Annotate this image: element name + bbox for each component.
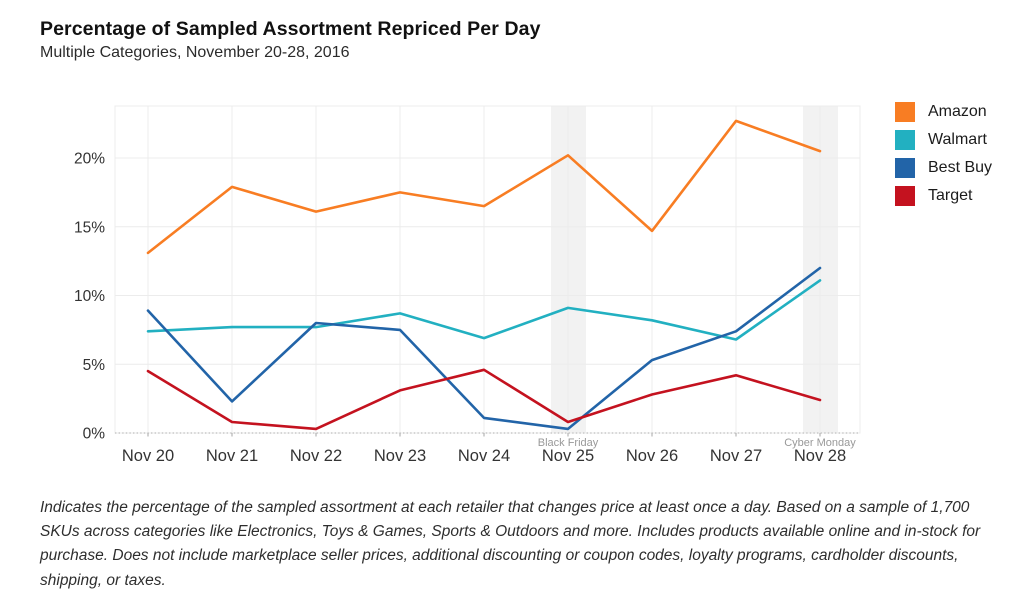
x-tick-label: Nov 27 <box>710 447 762 465</box>
line-chart: Black Friday Cyber Monday 0% 5% 10% 15% 20% Nov… <box>0 95 880 475</box>
y-tick-label: 10% <box>74 288 105 305</box>
legend-item-best-buy: Best Buy <box>895 158 992 178</box>
y-tick-label: 20% <box>74 151 105 168</box>
series-line-walmart <box>146 279 822 341</box>
annotation-label-black-friday: Black Friday <box>538 437 599 449</box>
series-line-best-buy <box>146 266 822 431</box>
x-tick-label: Nov 21 <box>206 447 258 465</box>
legend-item-target: Target <box>895 186 992 206</box>
x-tick-label: Nov 24 <box>458 447 510 465</box>
legend-swatch-walmart <box>895 130 915 150</box>
legend-label: Best Buy <box>928 159 993 176</box>
y-tick-label: 0% <box>83 426 106 443</box>
x-tick-label: Nov 22 <box>290 447 342 465</box>
series-line-target <box>146 368 822 431</box>
series-line-amazon <box>146 119 822 255</box>
footnote-text: Indicates the percentage of the sampled … <box>40 499 981 589</box>
x-tick-label: Nov 26 <box>626 447 678 465</box>
x-tick-label: Nov 23 <box>374 447 426 465</box>
legend-label: Walmart <box>928 131 987 148</box>
legend-swatch-amazon <box>895 102 915 122</box>
y-tick-label: 5% <box>83 357 106 374</box>
annotation-label-cyber-monday: Cyber Monday <box>784 437 856 449</box>
legend-label: Amazon <box>928 103 987 120</box>
legend-item-amazon: Amazon <box>895 102 992 122</box>
line-chart-canvas: Black Friday Cyber Monday 0% 5% 10% 15% 20% Nov… <box>74 105 861 465</box>
x-tick-label: Nov 28 <box>794 447 846 465</box>
plot-frame <box>114 105 861 434</box>
legend-swatch-target <box>895 186 915 206</box>
x-tick-label: Nov 20 <box>122 447 174 465</box>
legend-item-walmart: Walmart <box>895 130 992 150</box>
page-title: Percentage of Sampled Assortment Reprice… <box>40 18 541 40</box>
y-tick-label: 15% <box>74 219 105 236</box>
chart-legend: Amazon Walmart Best Buy Target <box>895 102 992 206</box>
legend-swatch-best-buy <box>895 158 915 178</box>
legend-label: Target <box>928 187 973 204</box>
x-tick-label: Nov 25 <box>542 447 594 465</box>
page-subtitle: Multiple Categories, November 20-28, 201… <box>40 44 350 61</box>
